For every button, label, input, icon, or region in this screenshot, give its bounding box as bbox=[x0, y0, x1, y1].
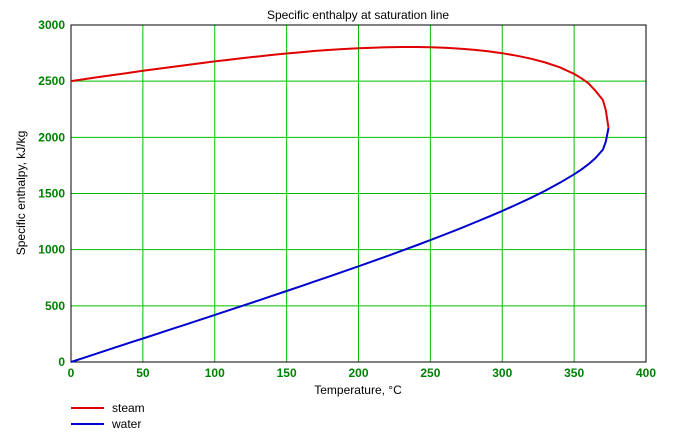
chart-title: Specific enthalpy at saturation line bbox=[267, 8, 449, 22]
legend-label-water: water bbox=[111, 417, 141, 431]
y-axis-label: Specific enthalpy, kJ/kg bbox=[14, 131, 28, 256]
x-tick-label: 0 bbox=[68, 366, 75, 380]
x-tick-label: 50 bbox=[136, 366, 150, 380]
x-axis-label: Temperature, °C bbox=[314, 383, 402, 397]
y-tick-label: 0 bbox=[58, 355, 65, 369]
grid-lines bbox=[70, 24, 647, 363]
x-tick-label: 100 bbox=[205, 366, 225, 380]
plot-frame bbox=[70, 24, 647, 363]
y-tick-label: 3000 bbox=[38, 18, 65, 32]
legend: steam water bbox=[71, 401, 145, 431]
x-tick-label: 150 bbox=[277, 366, 297, 380]
y-tick-label: 2000 bbox=[38, 130, 65, 144]
x-tick-label: 250 bbox=[420, 366, 440, 380]
series-line-steam bbox=[70, 46, 610, 129]
y-tick-label: 500 bbox=[45, 299, 65, 313]
y-tick-label: 1000 bbox=[38, 243, 65, 257]
legend-label-steam: steam bbox=[112, 401, 145, 415]
series-line-water bbox=[70, 127, 610, 363]
x-tick-label: 400 bbox=[636, 366, 656, 380]
tick-labels: 0 50 100 150 200 250 300 350 400 0 500 1000 1500 2000… bbox=[38, 18, 656, 380]
x-tick-label: 200 bbox=[348, 366, 368, 380]
series-layer bbox=[70, 46, 610, 363]
y-tick-label: 2500 bbox=[38, 74, 65, 88]
x-tick-label: 350 bbox=[564, 366, 584, 380]
y-tick-label: 1500 bbox=[38, 187, 65, 201]
x-tick-label: 300 bbox=[492, 366, 512, 380]
